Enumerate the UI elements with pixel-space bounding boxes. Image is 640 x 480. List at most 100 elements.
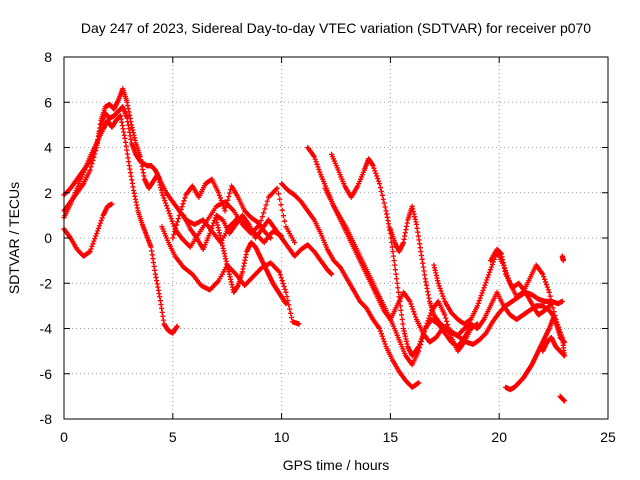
data-point-marker [314,161,320,167]
data-point-marker [416,380,422,386]
data-point-marker [488,264,495,270]
data-point-marker [417,341,423,347]
data-point-marker [482,282,488,288]
data-point-marker [287,306,293,312]
x-tick-label: 20 [491,429,507,445]
data-point-marker [259,214,265,220]
data-point-marker [477,295,483,301]
data-point-marker [378,188,384,195]
data-point-marker [393,271,399,277]
data-point-marker [479,290,485,296]
data-point-marker [316,166,322,173]
data-point-marker [170,221,176,227]
data-point-marker [407,298,413,304]
series-track-15 [503,314,565,393]
data-point-marker [435,280,441,286]
data-point-marker [391,258,397,264]
data-point-marker [389,244,395,250]
x-axis-label: GPS time / hours [283,457,390,473]
data-point-marker [258,217,264,224]
data-point-marker [542,279,549,285]
data-point-marker [372,168,378,174]
data-point-marker [288,310,294,316]
data-point-marker [207,230,213,237]
data-point-marker [409,303,415,310]
data-point-marker [171,232,177,238]
data-point-marker [382,204,388,210]
data-point-marker [490,259,496,265]
data-point-marker [547,293,553,299]
data-point-marker [174,323,180,329]
series-track-10 [329,151,474,359]
data-point-marker [441,296,447,302]
data-point-marker [220,203,226,209]
data-point-marker [381,200,387,206]
data-point-marker [161,195,167,201]
data-point-marker [219,200,225,206]
data-point-marker [178,206,184,213]
data-point-marker [227,190,233,196]
series-track-20 [181,212,335,277]
y-tick-label: 8 [44,49,52,65]
data-point-marker [163,203,170,209]
data-point-marker [541,274,547,280]
data-point-marker [312,156,318,162]
y-tick-label: 2 [44,185,52,201]
data-point-marker [87,167,93,173]
data-point-marker [292,239,298,246]
data-point-marker [485,274,491,281]
data-point-marker [95,225,102,231]
data-point-marker [483,280,489,286]
data-point-marker [216,192,223,198]
data-point-marker [224,201,230,207]
data-point-marker [278,275,284,281]
data-point-marker [390,248,396,255]
data-point-marker [390,253,397,259]
data-point-marker [540,271,546,277]
data-point-marker [267,234,273,240]
data-point-marker [210,220,217,226]
data-point-marker [486,272,492,278]
data-point-marker [223,204,229,210]
data-point-marker [436,283,442,289]
data-point-marker [211,217,218,224]
data-point-marker [379,333,385,339]
data-point-marker [418,336,425,342]
data-point-marker [378,331,384,337]
data-point-marker [442,312,448,318]
data-point-marker [546,289,552,295]
data-point-marker [160,192,166,198]
data-point-marker [177,209,183,216]
data-point-marker [559,337,565,343]
data-point-marker [411,309,417,315]
data-point-marker [90,157,96,164]
data-point-marker [217,195,223,201]
data-point-marker [543,281,550,288]
data-point-marker [481,285,487,291]
data-point-marker [486,269,493,275]
data-point-marker [282,286,288,292]
data-point-marker [275,191,282,197]
y-tick-label: 0 [44,230,52,246]
data-point-marker [99,215,105,221]
data-point-marker [94,228,101,234]
data-point-marker [280,213,287,219]
data-point-marker [544,284,550,290]
data-point-marker [164,205,171,211]
data-point-marker [281,283,287,290]
data-point-marker [215,190,222,196]
data-point-marker [371,165,377,171]
data-point-marker [394,280,400,286]
y-tick-label: -2 [40,275,53,291]
data-point-marker [440,293,446,299]
data-point-marker [561,353,568,359]
data-point-marker [377,328,384,334]
data-point-marker [174,219,181,225]
data-point-marker [162,197,168,204]
data-point-marker [182,195,188,201]
data-point-marker [478,292,484,299]
data-point-marker [168,216,174,222]
data-point-marker [159,190,165,196]
data-point-marker [93,233,99,239]
